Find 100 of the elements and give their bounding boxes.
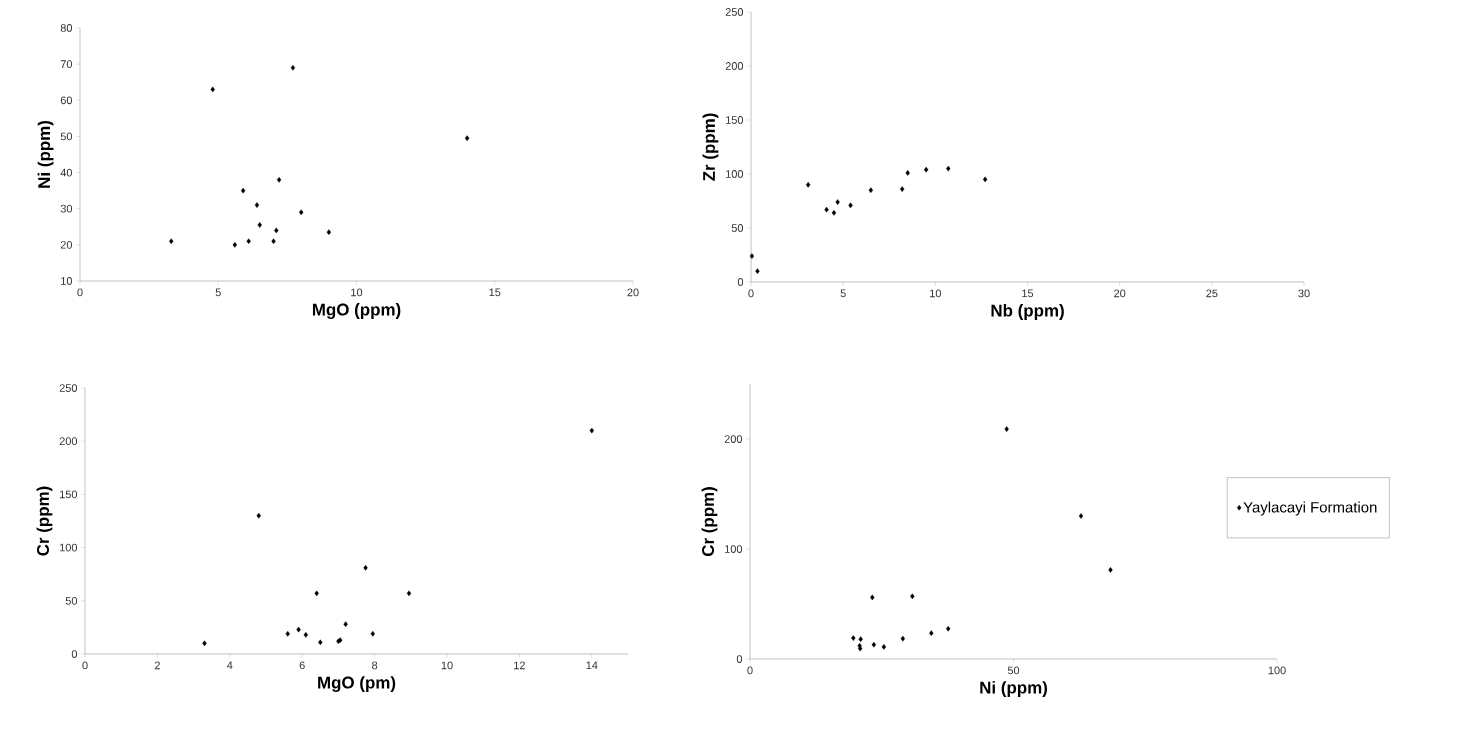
- point: [370, 630, 375, 637]
- point: [318, 639, 323, 646]
- point: [274, 227, 279, 234]
- point: [806, 181, 811, 188]
- point: [326, 229, 332, 235]
- point: [858, 636, 863, 642]
- y-tick-label: 150: [60, 490, 78, 499]
- point: [982, 176, 988, 183]
- y-tick-label: 0: [71, 650, 78, 658]
- x-axis-title: MgO (ppm): [312, 303, 401, 319]
- point: [755, 268, 760, 274]
- y-tick-label: 0: [736, 655, 743, 663]
- y-tick-label: 100: [725, 545, 743, 553]
- point: [271, 238, 276, 245]
- point: [296, 626, 301, 633]
- point: [835, 199, 840, 205]
- x-tick-label: 12: [514, 661, 525, 670]
- y-axis-title: Zr (ppm): [702, 113, 719, 181]
- point: [169, 238, 174, 245]
- y-tick-label: 100: [726, 170, 744, 178]
- x-tick-label: 25: [1206, 289, 1218, 298]
- point: [257, 222, 262, 228]
- point: [881, 644, 887, 650]
- x-tick-label: 30: [1298, 289, 1310, 298]
- x-tick-label: 20: [1114, 289, 1126, 298]
- y-axis-title: Ni (ppm): [37, 121, 54, 188]
- point: [946, 625, 951, 632]
- point: [285, 630, 290, 637]
- point: [363, 565, 368, 571]
- point: [240, 187, 246, 194]
- point: [848, 202, 853, 209]
- y-tick-label: 100: [60, 543, 78, 552]
- point: [1078, 513, 1084, 519]
- x-tick-label: 0: [747, 666, 753, 675]
- y-tick-label: 50: [731, 224, 744, 232]
- point: [1004, 426, 1009, 432]
- point: [1108, 567, 1113, 573]
- point: [202, 640, 207, 647]
- x-tick-label: 15: [489, 288, 501, 297]
- y-tick-label: 50: [65, 596, 78, 605]
- point: [464, 135, 470, 142]
- point: [831, 210, 837, 216]
- x-tick-label: 5: [840, 289, 846, 298]
- point: [824, 206, 829, 213]
- y-tick-label: 200: [724, 435, 743, 443]
- y-tick-label: 70: [60, 60, 73, 69]
- point: [929, 630, 934, 636]
- y-tick-label: 20: [60, 240, 73, 249]
- y-tick-label: 0: [737, 278, 744, 286]
- point: [868, 187, 873, 193]
- x-tick-label: 100: [1268, 666, 1286, 675]
- point: [276, 176, 282, 183]
- point: [858, 645, 863, 652]
- point: [946, 165, 951, 172]
- point: [246, 238, 251, 245]
- point: [290, 64, 296, 71]
- point: [900, 186, 905, 192]
- point: [254, 202, 260, 208]
- y-tick-label: 200: [59, 437, 78, 446]
- legend-label: Yaylacayi Formation: [1243, 501, 1377, 516]
- y-axis-title: Cr (ppm): [36, 486, 53, 556]
- point: [299, 209, 304, 216]
- x-tick-label: 8: [372, 661, 378, 670]
- point: [343, 621, 348, 628]
- x-tick-label: 0: [82, 661, 88, 670]
- point: [905, 170, 910, 176]
- point: [314, 590, 319, 597]
- y-tick-label: 250: [59, 384, 78, 392]
- x-axis-title: Nb (ppm): [991, 304, 1064, 320]
- point: [851, 635, 856, 641]
- y-tick-label: 30: [60, 204, 73, 213]
- point: [870, 594, 875, 601]
- x-tick-label: 20: [627, 288, 639, 297]
- x-axis-title: Ni (ppm): [980, 681, 1048, 697]
- x-tick-label: 4: [227, 661, 233, 670]
- x-tick-label: 10: [351, 288, 363, 297]
- x-tick-label: 50: [1007, 666, 1020, 675]
- y-axis-title: Cr (ppm): [701, 487, 718, 557]
- x-tick-label: 15: [1022, 289, 1034, 298]
- point: [871, 641, 877, 648]
- y-tick-label: 50: [60, 132, 73, 141]
- point: [589, 427, 594, 434]
- point: [910, 593, 915, 600]
- point: [256, 512, 261, 519]
- y-tick-label: 200: [725, 62, 744, 70]
- x-tick-label: 6: [299, 661, 305, 670]
- x-tick-label: 5: [215, 288, 221, 297]
- x-axis-title: MgO (pm): [318, 676, 396, 692]
- x-tick-label: 10: [930, 289, 942, 298]
- point: [900, 635, 905, 642]
- y-tick-label: 250: [725, 8, 744, 16]
- x-tick-label: 0: [748, 289, 754, 298]
- point: [406, 590, 412, 597]
- y-tick-label: 80: [60, 24, 73, 32]
- y-tick-label: 150: [726, 116, 744, 124]
- point: [923, 166, 929, 173]
- point: [210, 86, 215, 93]
- x-tick-label: 14: [586, 661, 598, 670]
- y-tick-label: 40: [60, 168, 73, 177]
- point: [232, 242, 237, 248]
